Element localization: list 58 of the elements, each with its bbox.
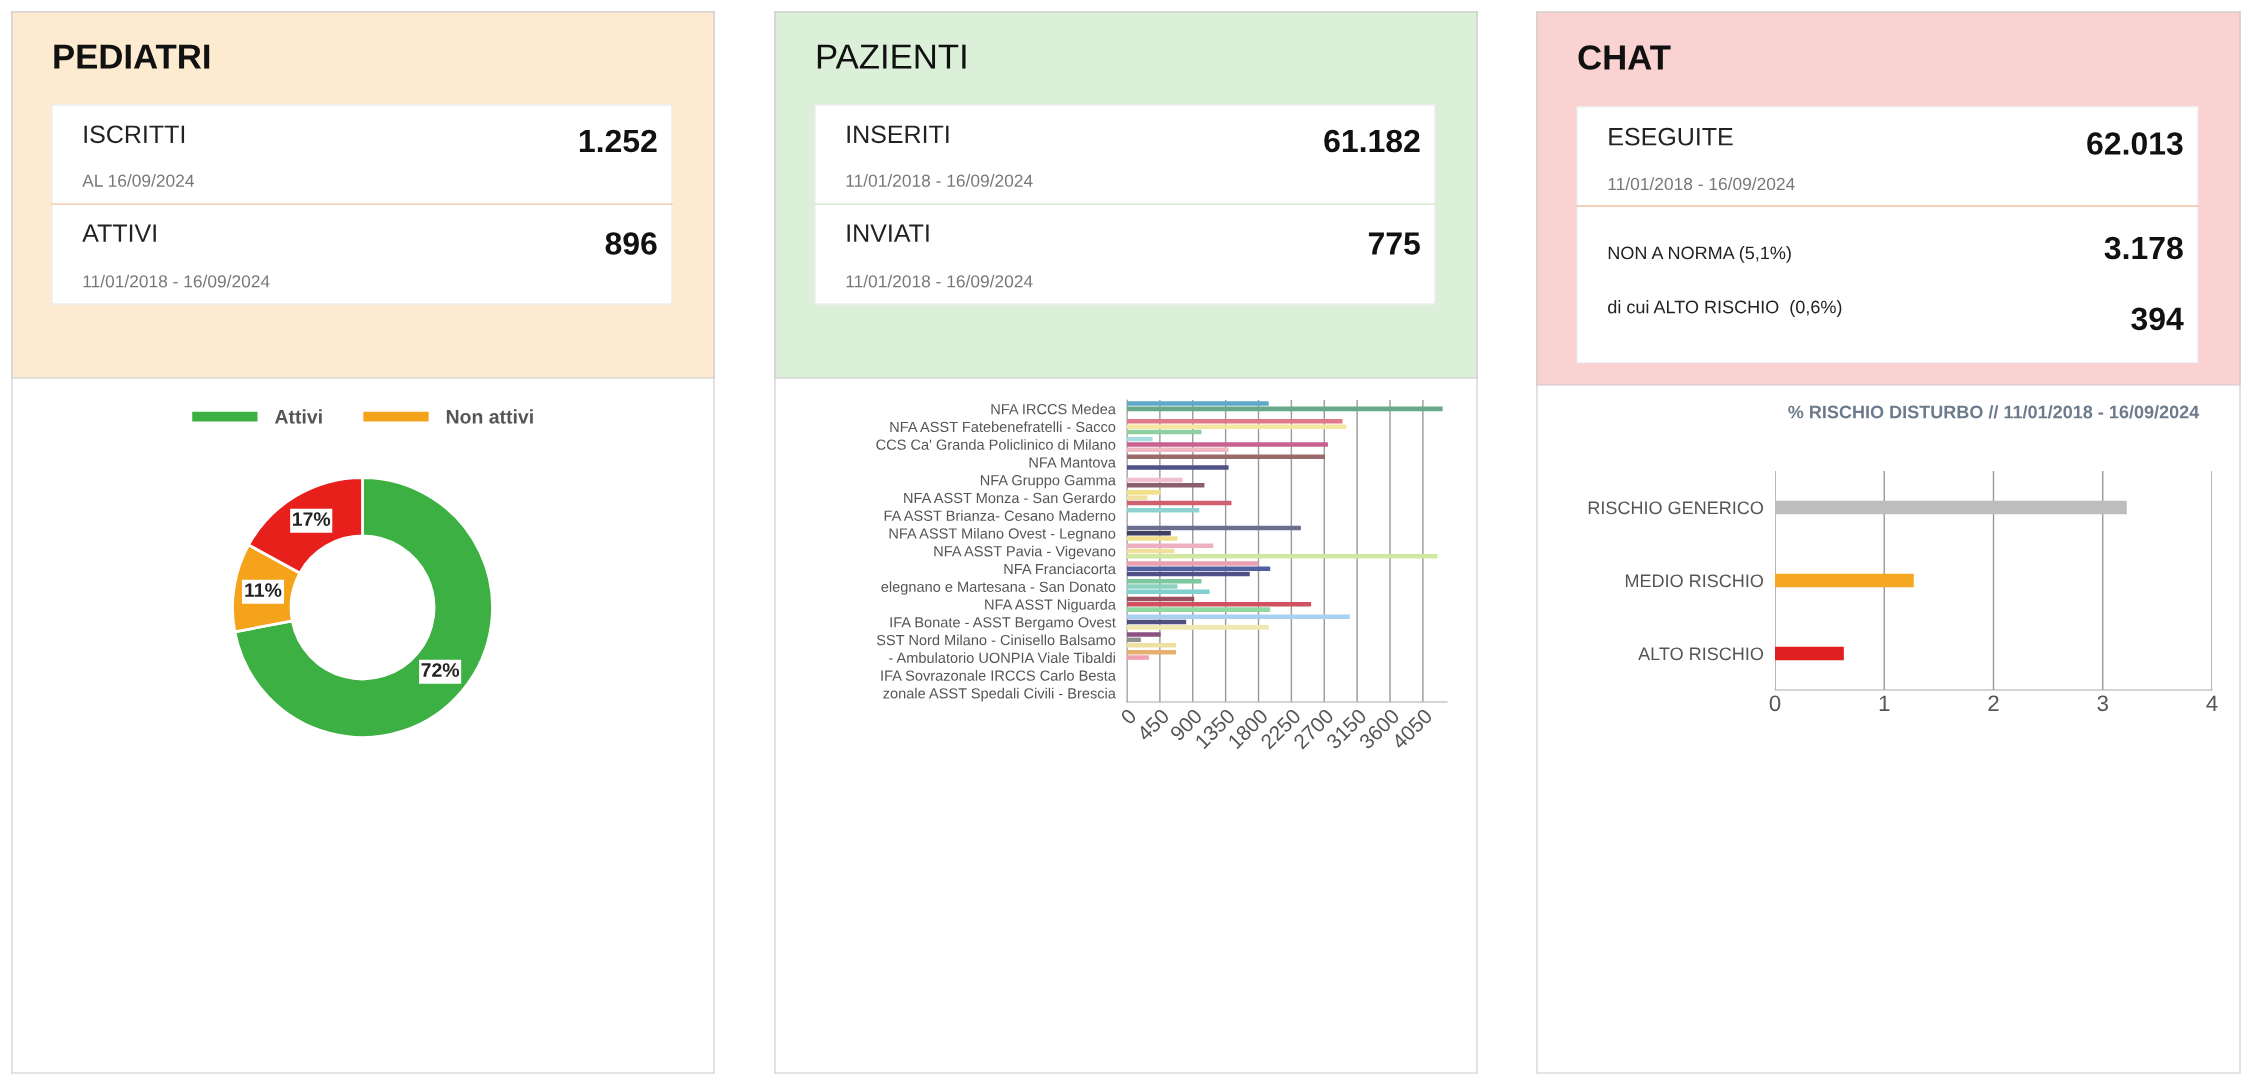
y-tick-label: NFA Franciacorta [1004, 563, 1116, 575]
data-label: 72% [421, 663, 460, 677]
y-tick-label: NFA ASST Milano Ovest - Legnano [889, 527, 1116, 542]
y-tick-label: IFA Bonate - ASST Bergamo Ovest [890, 617, 1116, 631]
text: 62.013 [2087, 132, 2183, 155]
y-tick-label: NFA ASST Monza - San Gerardo [904, 492, 1116, 504]
y-tick-label: ALTO RISCHIO [1638, 647, 1764, 661]
text: 1.252 [579, 129, 657, 153]
text: INSERITI [847, 125, 949, 144]
y-tick-label: RISCHIO GENERICO [1588, 501, 1764, 515]
x-tick-label: 1 [1879, 695, 1890, 711]
y-tick-label: elegnano e Martesana - San Donato [881, 581, 1116, 595]
text: AL 16/09/2024 [82, 174, 194, 187]
x-tick-label: 0 [1119, 707, 1138, 726]
x-tick-label: 4 [2206, 695, 2218, 711]
bar [1775, 646, 1844, 661]
x-tick-label: 3 [2097, 695, 2108, 712]
text: 11/01/2018 - 16/09/2024 [846, 174, 1033, 187]
legend-label: Attivi [274, 409, 322, 424]
text: 11/01/2018 - 16/09/2024 [83, 274, 270, 288]
text: INVIATI [847, 224, 929, 242]
y-tick-label: NFA ASST Fatebenefratelli - Sacco [890, 421, 1116, 433]
text: 896 [605, 232, 657, 255]
text: 11/01/2018 - 16/09/2024 [1608, 177, 1795, 191]
text: NON A NORMA (5,1%) [1608, 246, 1791, 263]
legend-label: Non attivi [446, 409, 533, 424]
text: CHAT [1578, 45, 1671, 70]
text: ISCRITTI [84, 125, 185, 144]
text: 11/01/2018 - 16/09/2024 [846, 274, 1033, 288]
y-tick-label: zonale ASST Spedali Civili - Brescia [883, 687, 1116, 702]
data-label: 11% [245, 583, 282, 597]
text: di cui ALTO RISCHIO (0,6%) [1608, 300, 1842, 317]
text: 775 [1368, 232, 1420, 255]
y-tick-label: NFA IRCCS Medea [991, 403, 1116, 415]
data-label: 17% [292, 512, 331, 526]
chart-title: % RISCHIO DISTURBO // 11/01/2018 - 16/09/2024 [1788, 405, 2200, 419]
y-tick-label: NFA ASST Pavia - Vigevano [934, 545, 1116, 560]
y-tick-label: SST Nord Milano - Cinisello Balsamo [876, 634, 1116, 646]
text: ATTIVI [82, 224, 156, 242]
y-tick-label: NFA ASST Niguarda [985, 599, 1116, 613]
text: PAZIENTI [817, 44, 966, 69]
text: 61.182 [1324, 129, 1420, 153]
text: 3.178 [2104, 236, 2183, 260]
text: ESEGUITE [1609, 127, 1733, 146]
y-tick-label: MEDIO RISCHIO [1625, 574, 1764, 588]
text: 394 [2131, 307, 2184, 331]
x-tick-label: 0 [1769, 695, 1781, 712]
x-tick-label: 2 [1988, 695, 1999, 711]
text: PEDIATRI [54, 44, 210, 69]
y-tick-label: IFA Sovrazonale IRCCS Carlo Besta [881, 670, 1116, 681]
bar [1775, 500, 2127, 515]
y-tick-label: FA ASST Brianza- Cesano Maderno [884, 510, 1116, 521]
y-tick-label: NFA Gruppo Gamma [980, 475, 1116, 489]
bar [1775, 573, 1914, 588]
y-tick-label: - Ambulatorio UONPIA Viale Tibaldi [889, 652, 1115, 664]
y-tick-label: NFA Mantova [1029, 457, 1116, 468]
y-tick-label: CCS Ca' Granda Policlinico di Milano [876, 439, 1116, 450]
x-tick-label: 450 [1136, 707, 1171, 742]
